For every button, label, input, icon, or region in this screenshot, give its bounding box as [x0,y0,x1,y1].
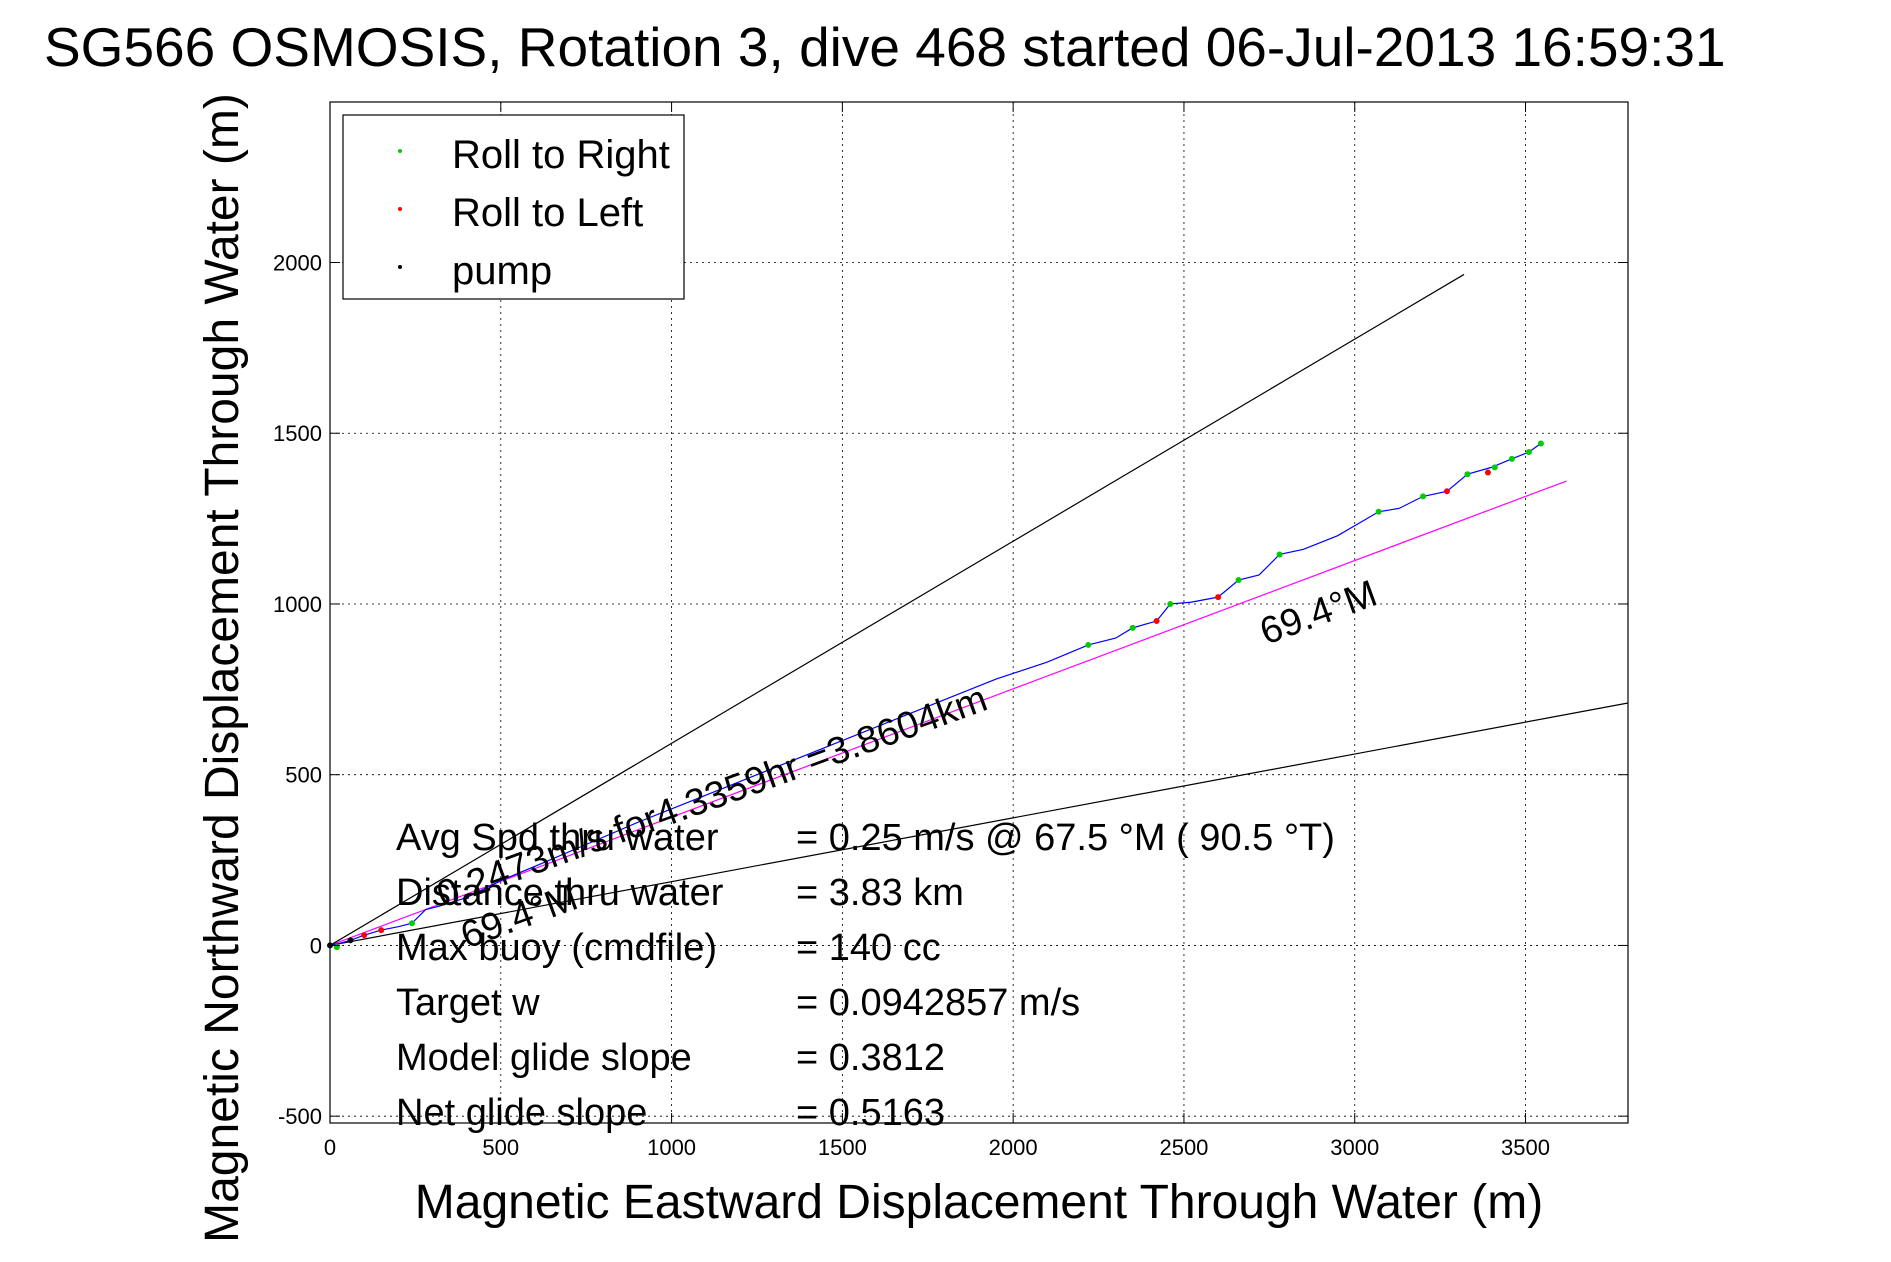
stat-value: = 0.25 m/s @ 67.5 °M ( 90.5 °T) [796,817,1335,859]
point-roll-to-right [1276,551,1283,558]
bound-line [329,702,1629,947]
point-roll-to-right [1525,449,1532,456]
point-roll-to-left [1215,594,1222,601]
x-tick-label: 1500 [818,1135,867,1160]
y-tick-label: 1500 [273,421,322,446]
chart-title: SG566 OSMOSIS, Rotation 3, dive 468 star… [44,16,1726,78]
point-roll-to-right [1167,600,1174,607]
x-tick-label: 500 [482,1135,519,1160]
point-roll-to-right [1129,624,1136,631]
x-tick-label: 3000 [1330,1135,1379,1160]
y-tick-label: -500 [278,1104,322,1129]
point-roll-to-right [1537,440,1544,447]
point-roll-to-left [361,932,368,939]
y-tick-label: 2000 [273,250,322,275]
point-roll-to-right [1508,455,1515,462]
stat-value: = 3.83 km [796,872,964,914]
track-line [329,442,1542,947]
grid [330,102,1628,1123]
x-tick-label: 2500 [1159,1135,1208,1160]
point-roll-to-right [1420,493,1427,500]
axis-ticks: 0 500 1000 1500 2000 2500 3000 3500-50005001000… [273,102,1628,1160]
stat-label: Target w [396,982,540,1024]
legend-marker-roll-right [398,149,402,153]
series [327,440,1544,951]
stat-label: Net glide slope [396,1092,647,1134]
x-axis-label: Magnetic Eastward Displacement Through W… [415,1176,1543,1229]
stats-block: Avg Spd thru water = 0.25 m/s @ 67.5 °M (… [396,817,1335,1134]
point-roll-to-left [1153,618,1160,625]
y-axis-label: Magnetic Northward Displacement Through … [196,93,249,1243]
stat-label: Avg Spd thru water [396,817,719,859]
stat-label: Distance thru water [396,872,724,914]
legend-marker-roll-left [398,207,402,211]
bound-line [329,273,1465,946]
point-roll-to-left [1484,469,1491,476]
legend-label-pump: pump [452,249,552,293]
x-tick-label: 3500 [1501,1135,1550,1160]
point-pump [347,937,354,944]
point-roll-to-left [378,927,385,934]
x-tick-label: 2000 [989,1135,1038,1160]
x-tick-label: 1000 [647,1135,696,1160]
y-tick-label: 0 [310,933,322,958]
reference-lines [329,273,1629,947]
stat-label: Max buoy (cmdfile) [396,927,717,969]
legend: Roll to Right Roll to Left pump [342,114,685,300]
legend-label-roll-right: Roll to Right [452,133,670,177]
x-tick-label: 0 [324,1135,336,1160]
legend-marker-pump [398,265,402,269]
heading-line [329,480,1567,946]
stat-value: = 0.5163 [796,1092,945,1134]
point-roll-to-right [1085,641,1092,648]
point-roll-to-right [408,920,415,927]
point-roll-to-left [1443,488,1450,495]
y-tick-label: 500 [285,763,322,788]
y-tick-label: 1000 [273,592,322,617]
point-roll-to-right [1235,577,1242,584]
legend-label-roll-left: Roll to Left [452,191,643,235]
stat-value: = 0.3812 [796,1037,945,1079]
point-roll-to-right [1491,464,1498,471]
point-roll-to-right [1375,508,1382,515]
stat-label: Model glide slope [396,1037,692,1079]
point-roll-to-right [1464,471,1471,478]
stat-value: = 0.0942857 m/s [796,982,1080,1024]
stat-value: = 140 cc [796,927,941,969]
